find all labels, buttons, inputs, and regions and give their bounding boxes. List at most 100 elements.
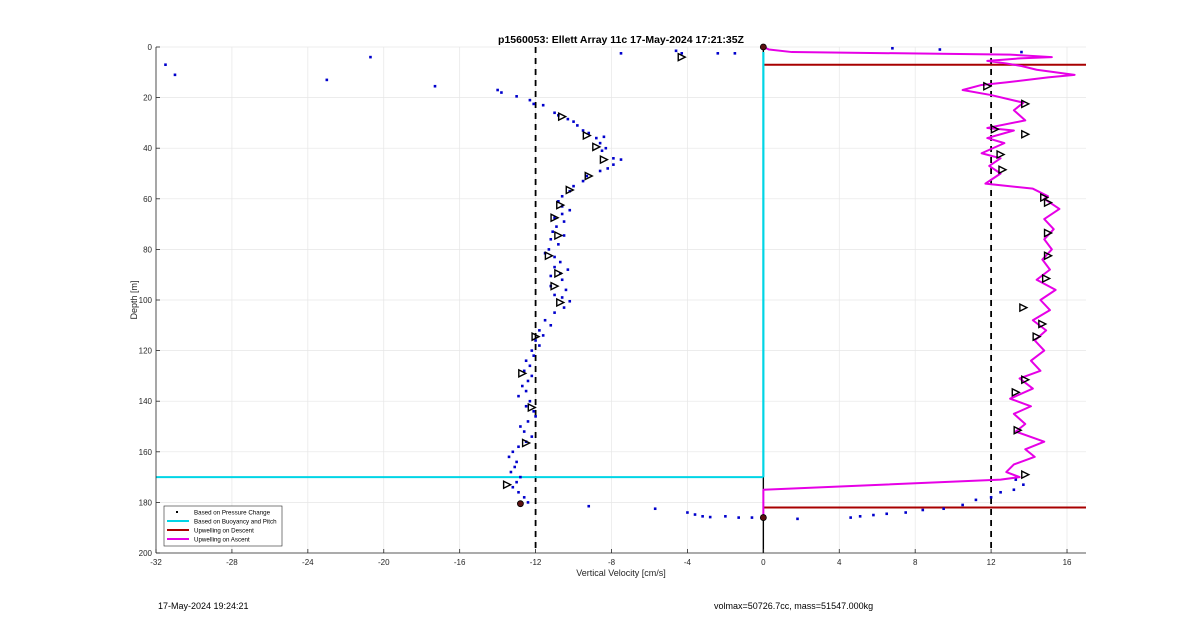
triangle-marker — [996, 149, 1006, 160]
triangle-marker — [1019, 302, 1029, 313]
triangle-marker — [521, 438, 532, 448]
triangle-marker — [1021, 375, 1031, 385]
y-tick-label: 20 — [143, 94, 152, 103]
x-tick-label: -8 — [608, 558, 616, 567]
y-tick-label: 180 — [139, 498, 153, 507]
pressure-change-point — [849, 516, 852, 519]
y-tick-label: 200 — [139, 549, 153, 558]
legend-label: Upwelling on Descent — [194, 527, 254, 534]
pressure-change-point — [553, 293, 556, 297]
y-tick-label: 140 — [139, 397, 153, 406]
pressure-change-point — [528, 399, 532, 403]
triangle-marker — [592, 142, 602, 152]
pressure-change-point — [619, 52, 623, 55]
x-tick-label: -4 — [684, 558, 692, 567]
pressure-change-point — [524, 404, 528, 408]
triangle-marker — [554, 230, 564, 241]
pressure-change-point — [164, 63, 167, 67]
x-tick-label: 16 — [1063, 558, 1072, 567]
x-tick-label: -16 — [454, 558, 466, 567]
pressure-change-point — [528, 364, 532, 368]
pressure-change-point — [560, 194, 564, 198]
pressure-change-point — [602, 135, 606, 139]
pressure-change-point — [1014, 478, 1018, 481]
footer-timestamp: 17-May-2024 19:24:21 — [158, 601, 249, 611]
pressure-change-point — [680, 52, 684, 55]
pressure-change-point — [530, 349, 534, 352]
pressure-change-point — [173, 73, 177, 77]
pressure-change-point — [619, 158, 623, 161]
triangle-marker — [556, 200, 566, 210]
triangle-marker — [527, 402, 537, 413]
footer-glider-parameters: volmax=50726.7cc, mass=51547.000kg — [714, 601, 874, 611]
pressure-change-point — [587, 504, 591, 508]
pressure-change-point — [507, 455, 511, 459]
pressure-change-point — [557, 200, 560, 203]
pressure-change-point — [562, 234, 566, 237]
triangle-marker — [1038, 319, 1048, 329]
pressure-change-point — [716, 52, 720, 55]
triangle-marker — [531, 332, 541, 342]
pressure-change-point — [560, 296, 564, 299]
pressure-change-point — [530, 435, 534, 438]
pressure-change-point — [547, 248, 551, 251]
pressure-change-point — [737, 516, 740, 519]
pressure-change-point — [369, 55, 372, 59]
x-tick-label: -12 — [530, 558, 542, 567]
pressure-change-point — [564, 288, 568, 292]
triangle-marker — [502, 480, 513, 490]
pressure-change-point — [750, 516, 754, 519]
pressure-change-point — [433, 84, 437, 88]
pressure-change-point — [500, 91, 503, 94]
y-tick-label: 60 — [143, 195, 152, 204]
pressure-change-point — [558, 260, 562, 264]
pressure-change-point — [724, 515, 727, 518]
pressure-change-point — [553, 111, 556, 115]
triangle-marker — [544, 251, 554, 261]
y-tick-label: 120 — [139, 347, 153, 356]
pressure-change-point — [572, 120, 575, 123]
triangle-marker — [1041, 273, 1052, 284]
pressure-change-point — [572, 184, 575, 188]
triangle-marker — [582, 130, 592, 141]
pressure-change-point — [612, 157, 615, 160]
pressure-change-point — [581, 179, 585, 183]
pressure-change-point — [526, 501, 530, 504]
grid-lines — [155, 46, 1086, 554]
triangle-marker — [990, 124, 1000, 134]
pressure-change-point — [606, 167, 610, 170]
pressure-change-point — [989, 496, 993, 499]
pressure-change-point — [509, 470, 513, 474]
chart-title: p1560053: Ellett Array 11c 17-May-2024 1… — [498, 34, 745, 46]
pressure-change-point — [517, 490, 520, 494]
pressure-change-point — [921, 508, 925, 512]
pressure-change-point — [1012, 488, 1016, 492]
pressure-change-point — [858, 515, 862, 518]
pressure-change-point — [1022, 483, 1025, 486]
pressure-change-point — [496, 88, 499, 92]
pressure-change-point — [521, 384, 524, 388]
pressure-change-point — [576, 124, 579, 127]
pressure-change-point — [891, 46, 894, 50]
pressure-change-point — [686, 511, 689, 514]
pressure-change-point — [522, 430, 526, 433]
triangle-marker — [550, 281, 560, 291]
pressure-change-point — [530, 374, 534, 378]
x-tick-label: -32 — [150, 558, 162, 567]
pressure-change-point — [549, 237, 553, 241]
pressure-change-point — [522, 369, 526, 373]
pressure-change-point — [553, 311, 556, 314]
pressure-change-point — [517, 445, 520, 449]
x-tick-label: 8 — [913, 558, 918, 567]
pressure-change-point — [519, 425, 522, 428]
y-tick-label: 0 — [148, 43, 153, 52]
pressure-change-point — [557, 243, 560, 246]
pressure-change-point — [538, 344, 541, 347]
x-tick-label: 4 — [837, 558, 842, 567]
triangle-marker — [550, 213, 560, 223]
pressure-change-point — [568, 299, 572, 303]
pressure-change-point — [325, 78, 329, 82]
pressure-change-point — [528, 98, 532, 102]
pressure-change-point — [904, 511, 907, 514]
